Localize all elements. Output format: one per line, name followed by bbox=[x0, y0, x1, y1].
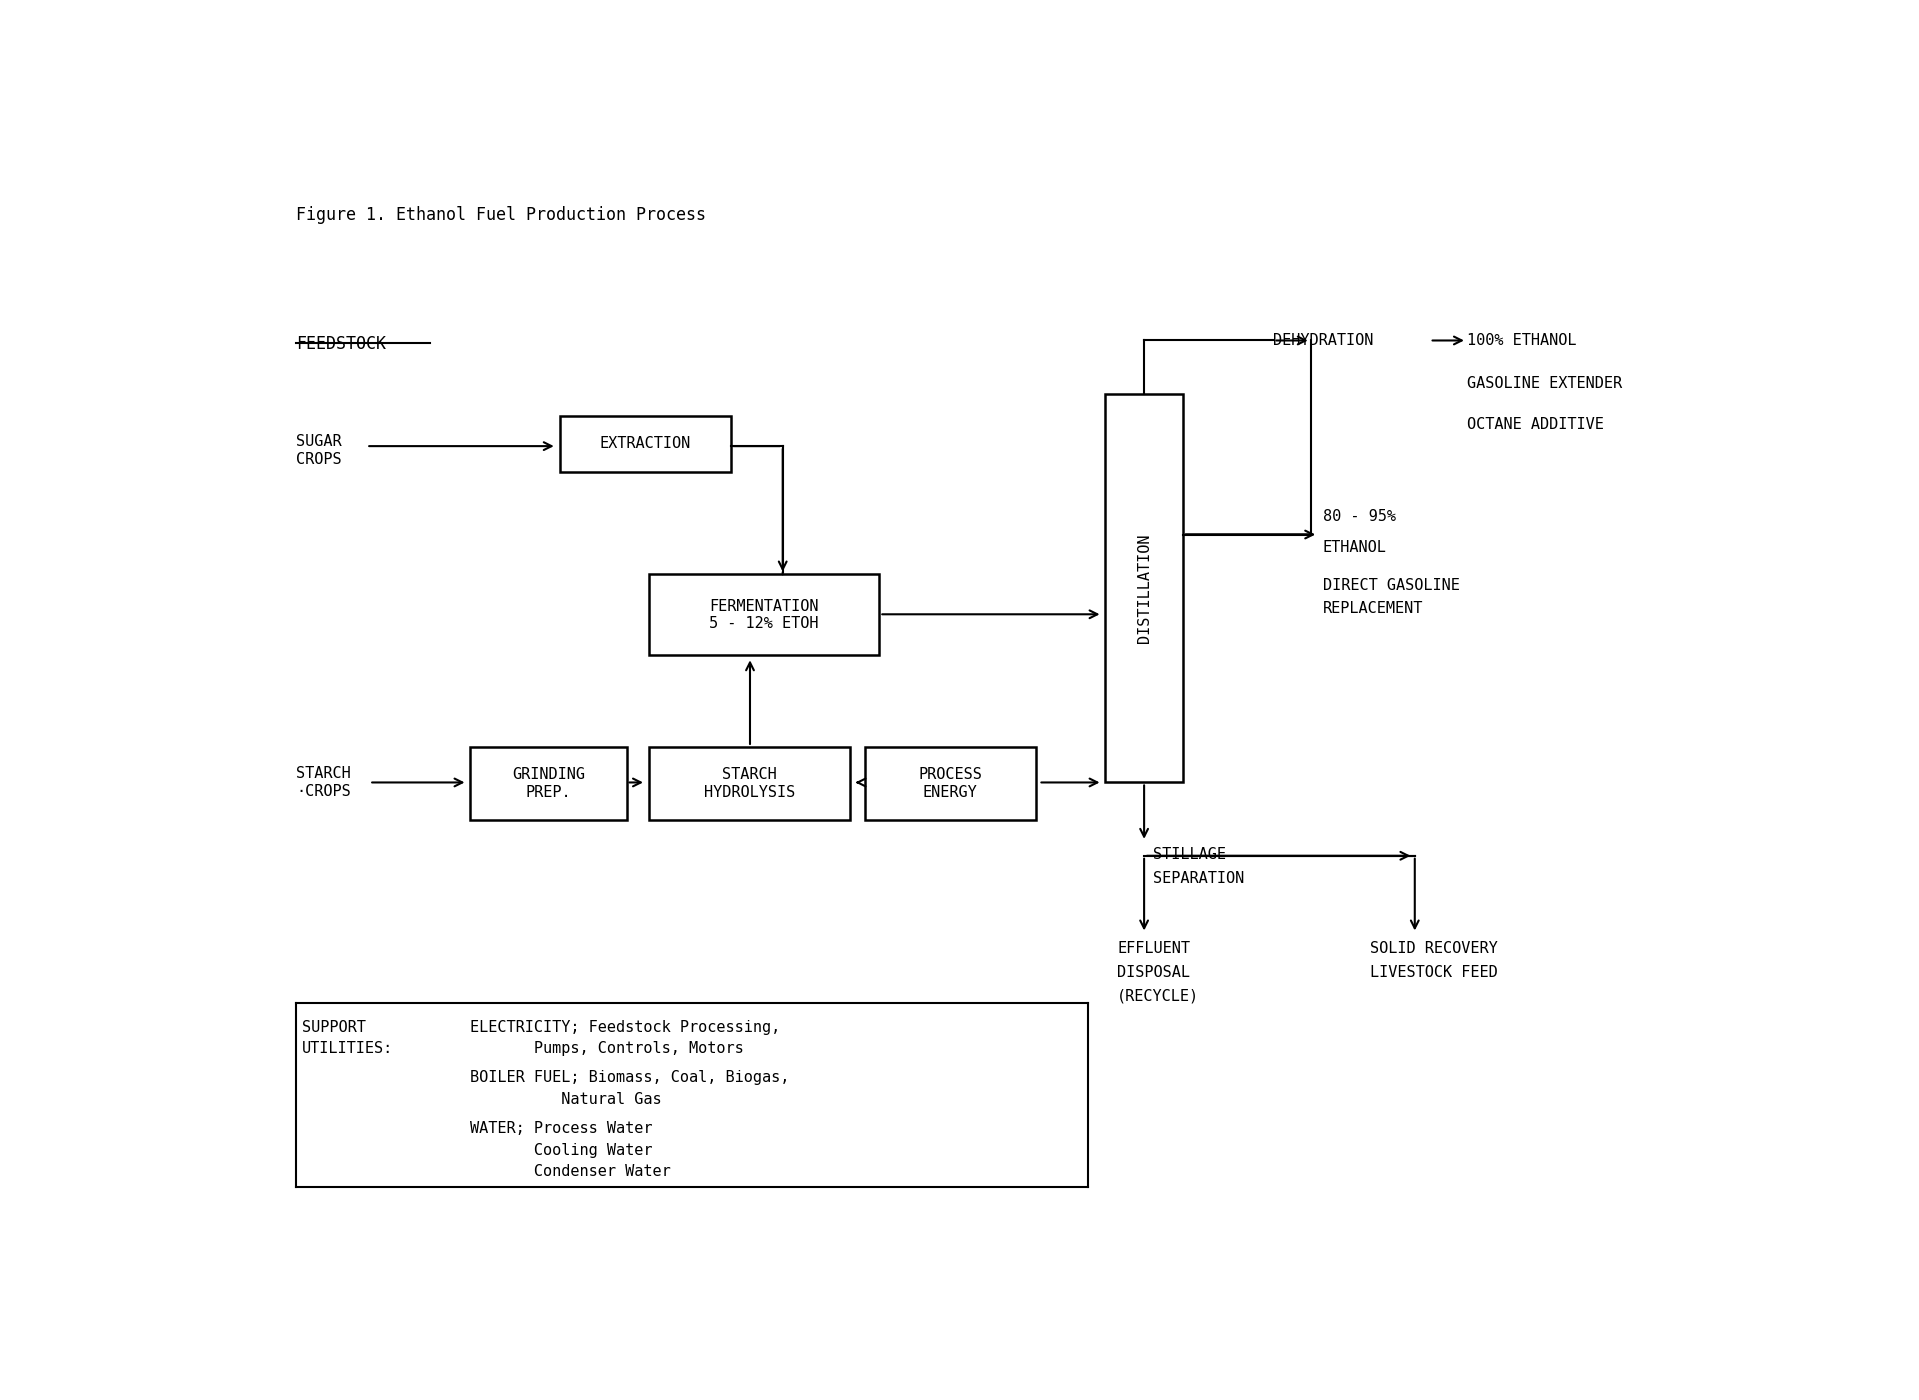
Bar bbox=[649, 746, 850, 820]
Text: Cooling Water: Cooling Water bbox=[470, 1142, 652, 1158]
Text: FERMENTATION
5 - 12% ETOH: FERMENTATION 5 - 12% ETOH bbox=[710, 599, 819, 631]
Text: DIRECT GASOLINE: DIRECT GASOLINE bbox=[1322, 578, 1460, 592]
Text: SOLID RECOVERY: SOLID RECOVERY bbox=[1370, 941, 1499, 956]
Text: 80 - 95%: 80 - 95% bbox=[1322, 508, 1395, 524]
Text: Figure 1. Ethanol Fuel Production Process: Figure 1. Ethanol Fuel Production Proces… bbox=[296, 206, 706, 224]
Bar bbox=[1105, 395, 1182, 783]
Text: GASOLINE EXTENDER: GASOLINE EXTENDER bbox=[1466, 377, 1622, 391]
Text: DEHYDRATION: DEHYDRATION bbox=[1274, 333, 1374, 349]
Text: UTILITIES:: UTILITIES: bbox=[303, 1042, 393, 1056]
Text: 100% ETHANOL: 100% ETHANOL bbox=[1466, 333, 1575, 349]
Text: EXTRACTION: EXTRACTION bbox=[599, 437, 691, 451]
Text: GRINDING
PREP.: GRINDING PREP. bbox=[512, 767, 585, 799]
Text: ETHANOL: ETHANOL bbox=[1322, 540, 1386, 554]
Text: (RECYCLE): (RECYCLE) bbox=[1117, 988, 1199, 1004]
Bar bbox=[649, 574, 879, 655]
Text: SUGAR
CROPS: SUGAR CROPS bbox=[296, 434, 342, 466]
Text: STARCH
·CROPS: STARCH ·CROPS bbox=[296, 766, 351, 798]
Text: LIVESTOCK FEED: LIVESTOCK FEED bbox=[1370, 965, 1499, 980]
Text: DISPOSAL: DISPOSAL bbox=[1117, 965, 1190, 980]
Bar bbox=[560, 416, 731, 472]
Text: STARCH
HYDROLYSIS: STARCH HYDROLYSIS bbox=[704, 767, 794, 799]
Text: SEPARATION: SEPARATION bbox=[1153, 871, 1244, 886]
Bar bbox=[864, 746, 1036, 820]
Text: BOILER FUEL; Biomass, Coal, Biogas,: BOILER FUEL; Biomass, Coal, Biogas, bbox=[470, 1070, 791, 1085]
Text: FEEDSTOCK: FEEDSTOCK bbox=[296, 335, 386, 353]
Text: Pumps, Controls, Motors: Pumps, Controls, Motors bbox=[470, 1042, 745, 1056]
Text: OCTANE ADDITIVE: OCTANE ADDITIVE bbox=[1466, 417, 1604, 433]
Text: ELECTRICITY; Feedstock Processing,: ELECTRICITY; Feedstock Processing, bbox=[470, 1019, 781, 1035]
Text: Condenser Water: Condenser Water bbox=[470, 1163, 672, 1179]
Text: STILLAGE: STILLAGE bbox=[1153, 847, 1226, 862]
Text: PROCESS
ENERGY: PROCESS ENERGY bbox=[917, 767, 983, 799]
Text: SUPPORT: SUPPORT bbox=[303, 1019, 367, 1035]
Text: WATER; Process Water: WATER; Process Water bbox=[470, 1121, 652, 1135]
Text: REPLACEMENT: REPLACEMENT bbox=[1322, 602, 1424, 616]
Text: EFFLUENT: EFFLUENT bbox=[1117, 941, 1190, 956]
Text: Natural Gas: Natural Gas bbox=[470, 1092, 662, 1107]
Bar bbox=[470, 746, 626, 820]
Text: DISTILLATION: DISTILLATION bbox=[1136, 533, 1151, 643]
